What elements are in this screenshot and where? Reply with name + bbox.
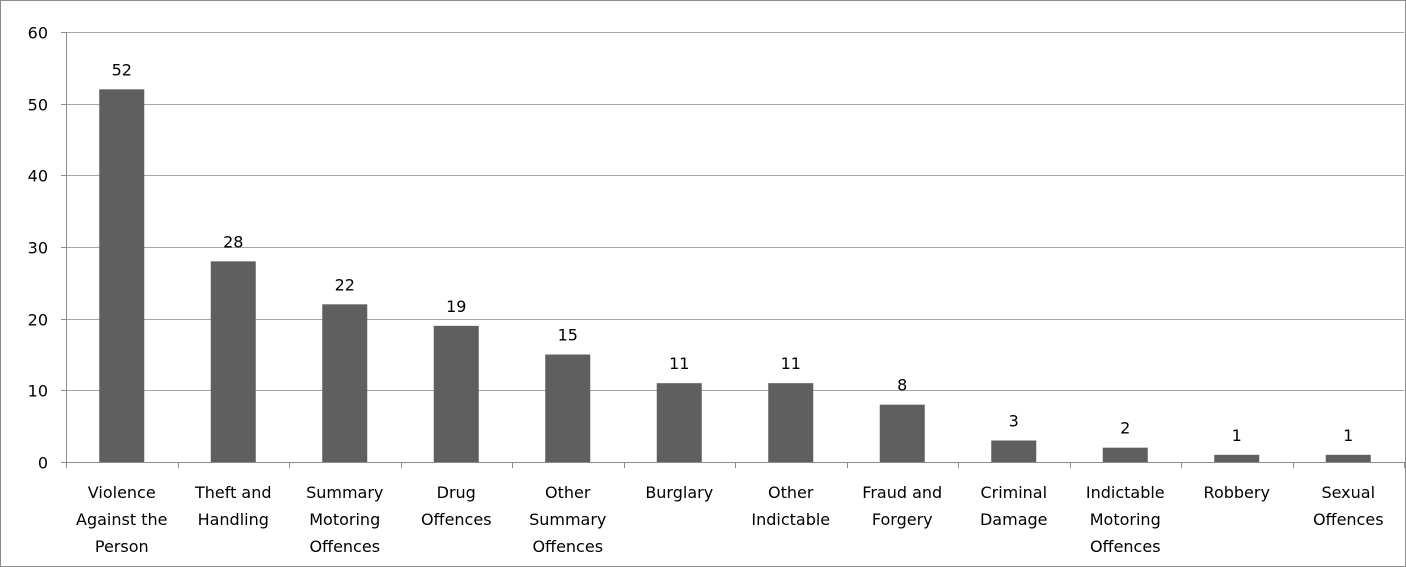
bar-sexual-offences <box>1325 454 1371 462</box>
y-tick-label: 30 <box>28 239 48 258</box>
data-label: 22 <box>335 275 355 294</box>
labels: 0 10 20 30 40 50 60 52 Violence Against the Person… <box>28 24 1384 557</box>
axes <box>61 32 1405 468</box>
bar-burglary <box>656 383 702 462</box>
y-tick-label: 10 <box>28 382 48 401</box>
bar-criminal-damage <box>991 440 1037 462</box>
category-label: Person <box>95 537 149 556</box>
data-label: 11 <box>669 354 689 373</box>
bar-other-indictable <box>768 383 814 462</box>
category-label: Other <box>768 483 814 502</box>
data-label: 2 <box>1120 419 1130 438</box>
category-label: Robbery <box>1204 483 1270 502</box>
y-tick-label: 50 <box>28 96 48 115</box>
category-label: Offences <box>532 537 603 556</box>
category-label: Drug <box>437 483 476 502</box>
category-label: Offences <box>421 510 492 529</box>
category-label: Criminal <box>980 483 1047 502</box>
category-label: Indictable <box>1086 483 1165 502</box>
category-label: Damage <box>980 510 1048 529</box>
category-label: Summary <box>529 510 606 529</box>
category-label: Handling <box>198 510 269 529</box>
data-label: 1 <box>1232 426 1242 445</box>
bar-robbery <box>1214 454 1260 462</box>
category-label: Motoring <box>309 510 380 529</box>
bar-drug-offences <box>433 325 479 462</box>
data-label: 11 <box>781 354 801 373</box>
data-label: 52 <box>112 60 132 79</box>
data-label: 8 <box>897 376 907 395</box>
bar-other-summary-offences <box>545 354 591 462</box>
bar-summary-motoring-offences <box>322 304 368 462</box>
bar-violence-against-the-person <box>99 89 145 462</box>
category-label: Other <box>545 483 591 502</box>
data-label: 15 <box>558 326 578 345</box>
data-label: 3 <box>1009 412 1019 431</box>
category-label: Violence <box>88 483 156 502</box>
bar-indictable-motoring-offences <box>1102 447 1148 462</box>
category-label: Burglary <box>645 483 713 502</box>
bar-theft-and-handling <box>210 261 256 462</box>
gridlines <box>66 32 1404 391</box>
category-label: Against the <box>76 510 167 529</box>
bars <box>99 89 1371 462</box>
category-label: Sexual <box>1321 483 1375 502</box>
category-label: Summary <box>306 483 383 502</box>
category-label: Offences <box>309 537 380 556</box>
category-label: Offences <box>1090 537 1161 556</box>
category-label: Fraud and <box>862 483 942 502</box>
y-tick-label: 60 <box>28 24 48 43</box>
bar-fraud-and-forgery <box>879 404 925 462</box>
category-label: Theft and <box>194 483 272 502</box>
y-tick-label: 40 <box>28 167 48 186</box>
y-tick-label: 20 <box>28 311 48 330</box>
data-label: 1 <box>1343 426 1353 445</box>
data-label: 19 <box>446 297 466 316</box>
y-tick-label: 0 <box>38 454 48 473</box>
category-label: Indictable <box>751 510 830 529</box>
category-label: Motoring <box>1090 510 1161 529</box>
category-label: Offences <box>1313 510 1384 529</box>
category-label: Forgery <box>872 510 933 529</box>
data-label: 28 <box>223 232 243 251</box>
